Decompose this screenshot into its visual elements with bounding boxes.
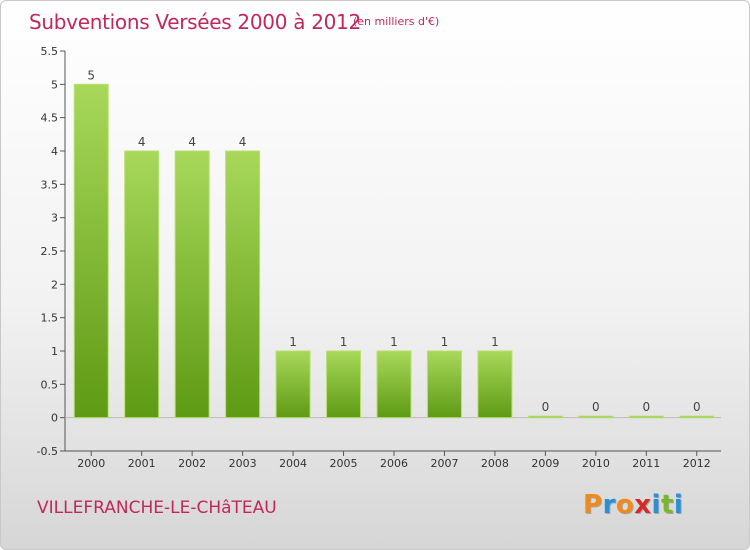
bar-2003 <box>225 150 261 419</box>
bar-2008 <box>477 350 513 419</box>
bar-2012 <box>679 415 715 419</box>
proxiti-logo: Proxiti <box>583 490 683 520</box>
data-label-2002: 4 <box>188 135 196 149</box>
y-tick: 0 <box>51 412 65 425</box>
x-tick-label: 2006 <box>380 457 408 470</box>
bar-2009 <box>527 415 563 419</box>
logo-letter: o <box>615 490 635 520</box>
y-tick-label: 0 <box>51 412 58 425</box>
bar-2001 <box>124 150 160 419</box>
x-tick: 2007 <box>430 451 458 470</box>
logo-letter: t <box>660 490 674 520</box>
y-tick-label: 5.5 <box>41 45 59 58</box>
data-label-2006: 1 <box>390 335 398 349</box>
x-tick: 2002 <box>178 451 206 470</box>
y-tick: 0.5 <box>41 378 65 391</box>
y-tick-label: 4.5 <box>41 112 59 125</box>
bar-2011 <box>628 415 664 419</box>
y-tick: 3 <box>51 212 65 225</box>
bar-2010 <box>578 415 614 419</box>
y-tick: 5.5 <box>41 45 65 58</box>
y-tick-label: 3 <box>51 212 58 225</box>
x-tick-label: 2005 <box>330 457 358 470</box>
data-label-2007: 1 <box>441 335 449 349</box>
x-tick-label: 2012 <box>683 457 711 470</box>
y-tick: 2 <box>51 278 65 291</box>
chart-title: Subventions Versées 2000 à 2012 <box>29 10 361 34</box>
data-label-2000: 5 <box>87 68 95 82</box>
y-tick-label: 1.5 <box>41 312 59 325</box>
y-tick: 4.5 <box>41 112 65 125</box>
x-tick: 2012 <box>683 451 711 470</box>
y-tick-label: 3.5 <box>41 178 59 191</box>
data-label-2010: 0 <box>592 400 600 414</box>
x-tick: 2009 <box>531 451 559 470</box>
x-tick-label: 2000 <box>77 457 105 470</box>
x-tick: 2004 <box>279 451 307 470</box>
y-tick: 3.5 <box>41 178 65 191</box>
x-tick: 2005 <box>330 451 358 470</box>
data-label-2008: 1 <box>491 335 499 349</box>
y-tick: -0.5 <box>37 445 65 458</box>
chart-unit: (en milliers d'€) <box>353 15 440 28</box>
y-tick-label: 2 <box>51 278 58 291</box>
bar-2005 <box>326 350 362 419</box>
x-tick-label: 2001 <box>128 457 156 470</box>
x-tick: 2010 <box>582 451 610 470</box>
bar-2006 <box>376 350 412 419</box>
bar-2007 <box>426 350 462 419</box>
x-tick-label: 2010 <box>582 457 610 470</box>
x-tick-label: 2003 <box>229 457 257 470</box>
x-tick-label: 2007 <box>430 457 458 470</box>
bar-2000 <box>73 83 109 419</box>
y-tick-label: 2.5 <box>41 245 59 258</box>
logo-letter: x <box>634 490 652 520</box>
data-label-2011: 0 <box>642 400 650 414</box>
data-label-2009: 0 <box>542 400 550 414</box>
y-tick: 5 <box>51 78 65 91</box>
logo-letter: i <box>651 490 661 520</box>
x-tick-label: 2008 <box>481 457 509 470</box>
x-tick: 2011 <box>632 451 660 470</box>
y-tick-label: 4 <box>51 145 58 158</box>
x-tick: 2003 <box>229 451 257 470</box>
y-tick-label: 1 <box>51 345 58 358</box>
y-tick-label: -0.5 <box>37 445 58 458</box>
y-tick: 2.5 <box>41 245 65 258</box>
x-tick: 2008 <box>481 451 509 470</box>
x-tick: 2006 <box>380 451 408 470</box>
data-label-2001: 4 <box>138 135 146 149</box>
x-tick-label: 2009 <box>531 457 559 470</box>
x-tick: 2001 <box>128 451 156 470</box>
x-tick: 2000 <box>77 451 105 470</box>
bar-2002 <box>174 150 210 419</box>
data-label-2005: 1 <box>340 335 348 349</box>
commune-name: VILLEFRANCHE-LE-CHâTEAU <box>37 498 277 518</box>
logo-letter: i <box>673 490 684 520</box>
y-tick: 1 <box>51 345 65 358</box>
data-label-2004: 1 <box>289 335 297 349</box>
data-label-2003: 4 <box>239 135 247 149</box>
x-tick-label: 2002 <box>178 457 206 470</box>
y-tick: 1.5 <box>41 312 65 325</box>
y-tick: 4 <box>51 145 65 158</box>
data-label-2012: 0 <box>693 400 701 414</box>
logo-letter: r <box>602 490 616 520</box>
logo-letter: P <box>583 490 603 520</box>
y-tick-label: 0.5 <box>41 378 59 391</box>
bar-2004 <box>275 350 311 419</box>
x-tick-label: 2011 <box>632 457 660 470</box>
y-tick-label: 5 <box>51 78 58 91</box>
x-tick-label: 2004 <box>279 457 307 470</box>
